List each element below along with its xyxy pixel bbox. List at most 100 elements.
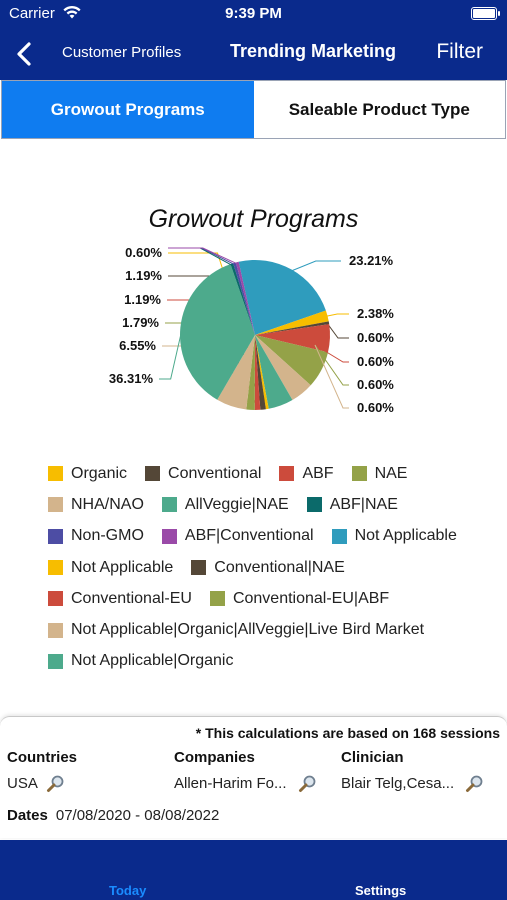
pie-slice[interactable] xyxy=(230,263,255,335)
pie-slice[interactable] xyxy=(255,335,269,410)
segment-growout-programs[interactable]: Growout Programs xyxy=(2,81,254,138)
back-button[interactable]: Customer Profiles xyxy=(62,44,182,61)
page-title: Trending Marketing xyxy=(230,41,397,61)
tab-bar: Today Settings xyxy=(0,840,507,900)
legend-item: NHA/NAO xyxy=(48,496,144,514)
pie-slice[interactable] xyxy=(235,261,255,335)
legend-swatch xyxy=(48,591,63,607)
pie-data-label: 0.60% xyxy=(357,377,394,392)
legend-swatch xyxy=(48,622,63,638)
clinician-search-icon[interactable] xyxy=(465,774,485,794)
legend-label: Conventional xyxy=(168,464,262,482)
session-info-panel: * This calculations are based on 168 ses… xyxy=(0,716,507,838)
companies-search-icon[interactable] xyxy=(298,774,318,794)
countries-search-icon[interactable] xyxy=(46,774,66,794)
pie-slice[interactable] xyxy=(255,321,330,335)
pie-leader-line xyxy=(326,322,349,339)
status-bar: Carrier 9:39 PM xyxy=(0,0,507,30)
legend-label: Not Applicable xyxy=(71,558,174,576)
pie-slice[interactable] xyxy=(255,335,311,400)
legend-item: Conventional-EU xyxy=(48,590,192,608)
pie-leader-line xyxy=(290,260,341,272)
legend-item: Conventional-EU|ABF xyxy=(209,589,390,608)
countries-value: USA xyxy=(7,775,38,792)
carrier-label: Carrier xyxy=(9,5,55,22)
pie-data-label: 6.55% xyxy=(119,338,156,353)
pie-slice[interactable] xyxy=(246,335,255,410)
legend-item: Non-GMO xyxy=(48,527,144,545)
companies-label: Companies xyxy=(174,749,255,766)
pie-slice[interactable] xyxy=(217,335,255,410)
legend-item: ABF|NAE xyxy=(306,495,398,514)
legend-swatch xyxy=(331,528,347,544)
legend-swatch xyxy=(191,560,207,576)
legend-item: Not Applicable xyxy=(48,559,173,577)
legend-swatch xyxy=(48,497,63,513)
legend-swatch xyxy=(279,466,295,482)
legend-label: AllVeggie|NAE xyxy=(184,495,289,513)
legend-label: Non-GMO xyxy=(71,527,144,545)
pie-slice[interactable] xyxy=(255,335,293,409)
legend-swatch xyxy=(209,591,225,607)
pie-slice[interactable] xyxy=(255,310,329,335)
chart-legend: Organic Conventional ABF NAE NHA/NAO All… xyxy=(48,458,498,677)
pie-leader-line xyxy=(168,247,236,266)
date-range: Dates 07/08/2020 - 08/08/2022 xyxy=(7,807,219,824)
pie-data-label: 1.79% xyxy=(122,315,159,330)
legend-swatch xyxy=(306,497,322,513)
pie-leader-line xyxy=(159,327,183,380)
legend-item: AllVeggie|NAE xyxy=(161,495,289,514)
legend-item: Not Applicable xyxy=(331,527,457,545)
pie-data-label: 0.60% xyxy=(357,400,394,415)
legend-label: NHA/NAO xyxy=(71,495,144,513)
navigation-bar: Customer Profiles Trending Marketing Fil… xyxy=(0,30,507,80)
legend-label: NAE xyxy=(374,464,408,482)
pie-chart: 23.21% 2.38% 0.60% 0.60% 1.19% 1.19% 1.79% 6.55… xyxy=(109,245,394,415)
pie-data-label: 0.60% xyxy=(125,245,162,260)
pie-slice[interactable] xyxy=(180,264,255,400)
pie-slice[interactable] xyxy=(238,260,326,335)
legend-item: Conventional xyxy=(145,465,261,483)
battery-icon xyxy=(471,7,500,20)
dates-label: Dates xyxy=(7,807,48,824)
legend-label: Not Applicable|Organic xyxy=(71,652,234,670)
segmented-control: Growout Programs Saleable Product Type xyxy=(1,80,506,139)
pie-leader-line xyxy=(314,344,349,409)
tab-settings[interactable]: Settings xyxy=(355,883,407,898)
pie-leader-line xyxy=(314,344,349,386)
legend-swatch xyxy=(48,653,63,669)
pie-slice[interactable] xyxy=(255,335,266,410)
tab-today[interactable]: Today xyxy=(109,883,147,898)
status-time: 9:39 PM xyxy=(225,5,282,22)
dates-value: 07/08/2020 - 08/08/2022 xyxy=(55,807,220,824)
chart-title: Growout Programs xyxy=(148,205,359,233)
legend-item: NAE xyxy=(351,464,408,483)
wifi-icon xyxy=(63,5,81,19)
pie-data-label: 23.21% xyxy=(349,253,394,268)
pie-data-label: 0.60% xyxy=(357,330,394,345)
clinician-value: Blair Telg,Cesa... xyxy=(341,775,455,792)
pie-data-label: 1.19% xyxy=(125,268,162,283)
legend-item: Conventional|NAE xyxy=(191,558,345,577)
pie-slice[interactable] xyxy=(255,335,329,386)
legend-label: ABF|Conventional xyxy=(184,527,314,545)
clinician-label: Clinician xyxy=(341,749,404,766)
legend-swatch xyxy=(161,497,177,513)
back-chevron-icon[interactable] xyxy=(10,38,40,70)
legend-label: Conventional-EU xyxy=(71,589,192,607)
filter-button[interactable]: Filter xyxy=(436,40,483,63)
pie-slice[interactable] xyxy=(254,335,261,410)
pie-slice[interactable] xyxy=(255,324,330,353)
legend-item: ABF|Conventional xyxy=(161,527,314,545)
legend-label: ABF|NAE xyxy=(329,495,398,513)
legend-label: Not Applicable xyxy=(354,527,457,545)
legend-swatch xyxy=(351,466,367,482)
legend-label: Conventional-EU|ABF xyxy=(232,589,390,607)
pie-slice[interactable] xyxy=(233,262,255,335)
legend-label: Conventional|NAE xyxy=(214,558,345,576)
legend-label: ABF xyxy=(302,464,334,482)
legend-item: ABF xyxy=(279,464,334,483)
pie-leader-line xyxy=(325,313,349,317)
segment-saleable-product-type[interactable]: Saleable Product Type xyxy=(253,81,505,138)
legend-swatch xyxy=(48,466,63,482)
